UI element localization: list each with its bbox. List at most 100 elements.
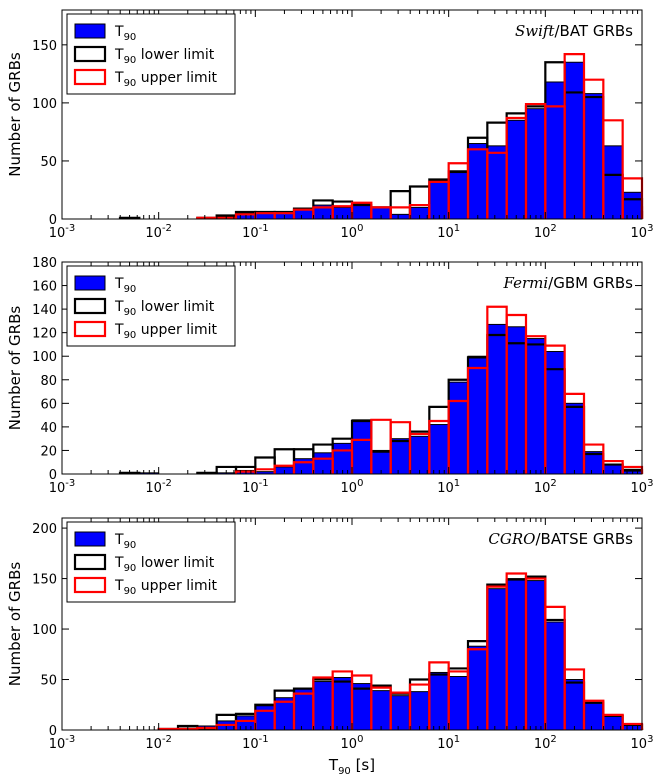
label-rest: upper limit: [136, 322, 217, 338]
bar-t90: [390, 438, 411, 475]
x-tick-base: 10: [534, 737, 551, 752]
bar-t90: [467, 355, 488, 475]
label-rest: lower limit: [136, 555, 214, 571]
x-tick-exponent: 1: [454, 734, 460, 745]
x-tick-label: 102: [534, 734, 557, 752]
panel-title: CGRO/BATSE GRBs: [488, 530, 633, 548]
y-tick-label: 80: [40, 374, 57, 389]
label-subscript: 90: [124, 307, 137, 318]
x-tick-exponent: -1: [259, 734, 269, 745]
x-tick-base: 10: [49, 226, 66, 241]
x-tick-base: 10: [49, 481, 66, 496]
bar-t90: [351, 683, 372, 731]
x-tick-base: 10: [242, 737, 259, 752]
bar-t90: [428, 424, 450, 475]
y-tick-label: 100: [32, 623, 57, 638]
x-tick-label: 10-1: [242, 734, 269, 752]
label-rest: [s]: [351, 756, 375, 774]
x-tick-exponent: -2: [162, 734, 172, 745]
x-tick-exponent: 0: [357, 223, 363, 234]
label-subscript: 90: [124, 540, 137, 551]
x-tick-base: 10: [341, 481, 358, 496]
panel-title: Swift/BAT GRBs: [515, 22, 633, 40]
legend-label-upper: T90 upper limit: [114, 578, 218, 597]
x-tick-label: 102: [534, 478, 557, 496]
legend-swatch-lower: [73, 297, 107, 315]
y-tick-label: 0: [49, 468, 57, 483]
x-tick-label: 100: [341, 223, 364, 241]
bar-t90: [409, 691, 430, 731]
x-tick-base: 10: [49, 737, 66, 752]
step-upper-limit: [602, 713, 624, 730]
y-tick-label: 160: [32, 280, 57, 295]
bar-t90: [351, 419, 372, 475]
x-tick-label: 100: [341, 734, 364, 752]
step-upper-limit: [563, 392, 586, 474]
bar-t90: [312, 681, 334, 731]
y-tick-label: 100: [32, 97, 57, 112]
label-rest: upper limit: [136, 578, 217, 594]
label-main: T: [114, 322, 124, 338]
legend-label-filled: T90: [114, 532, 136, 551]
x-tick-exponent: 1: [454, 223, 460, 234]
x-tick-exponent: 2: [550, 223, 556, 234]
x-axis-label: T90 [s]: [328, 756, 375, 777]
x-tick-exponent: 0: [357, 478, 363, 489]
y-tick-label: 150: [32, 39, 57, 54]
label-subscript: 90: [124, 586, 137, 597]
label-main: T: [114, 70, 124, 86]
legend-swatch-upper: [73, 576, 107, 594]
x-tick-base: 10: [631, 737, 648, 752]
y-tick-label: 60: [40, 397, 57, 412]
x-tick-base: 10: [145, 737, 162, 752]
legend-label-upper: T90 upper limit: [114, 322, 218, 341]
x-tick-label: 103: [631, 734, 654, 752]
legend-swatch-lower: [73, 553, 107, 571]
x-tick-exponent: -3: [65, 223, 75, 234]
legend-label-lower: T90 lower limit: [114, 47, 215, 66]
label-subscript: 90: [124, 78, 137, 89]
legend-swatch-upper: [73, 68, 107, 86]
bar-t90: [525, 338, 546, 475]
label-subscript: 90: [338, 766, 351, 777]
bar-t90: [486, 588, 508, 731]
label-rest: lower limit: [136, 47, 214, 63]
bar-t90: [486, 323, 508, 475]
x-tick-base: 10: [534, 481, 551, 496]
legend-label-lower: T90 lower limit: [114, 555, 215, 574]
bar-t90: [332, 677, 353, 731]
title-italic-part: Swift: [515, 22, 555, 40]
legend-swatch-filled: [74, 23, 106, 39]
label-main: T: [114, 24, 124, 40]
bar-t90: [583, 702, 604, 731]
x-tick-exponent: 3: [647, 223, 653, 234]
panel-3: 10-3 10-2 10-1 100 101 102 103050100150200Numb…: [6, 517, 654, 752]
legend-swatch-filled: [74, 531, 106, 547]
x-tick-label: 101: [437, 223, 460, 241]
x-tick-exponent: 3: [647, 734, 653, 745]
x-tick-exponent: 2: [550, 478, 556, 489]
y-tick-label: 100: [32, 350, 57, 365]
x-tick-label: 101: [437, 734, 460, 752]
bar-t90: [428, 671, 450, 731]
x-tick-label: 10-2: [145, 478, 172, 496]
bar-t90: [254, 705, 276, 731]
panel-title: Fermi/GBM GRBs: [503, 274, 634, 292]
x-tick-base: 10: [341, 737, 358, 752]
bar-t90: [448, 172, 469, 220]
x-tick-exponent: -3: [65, 478, 75, 489]
x-tick-label: 101: [437, 478, 460, 496]
x-tick-label: 100: [341, 478, 364, 496]
step-upper-limit: [602, 119, 624, 219]
legend-label-filled: T90: [114, 24, 136, 43]
bar-t90: [390, 213, 411, 220]
label-subscript: 90: [124, 330, 137, 341]
bar-t90: [332, 442, 353, 475]
bar-t90: [293, 458, 314, 475]
y-tick-label: 0: [49, 213, 57, 228]
x-tick-label: 10-3: [49, 478, 76, 496]
label-main: T: [114, 276, 124, 292]
label-main: T: [114, 532, 124, 548]
legend-swatch-upper: [73, 320, 107, 338]
